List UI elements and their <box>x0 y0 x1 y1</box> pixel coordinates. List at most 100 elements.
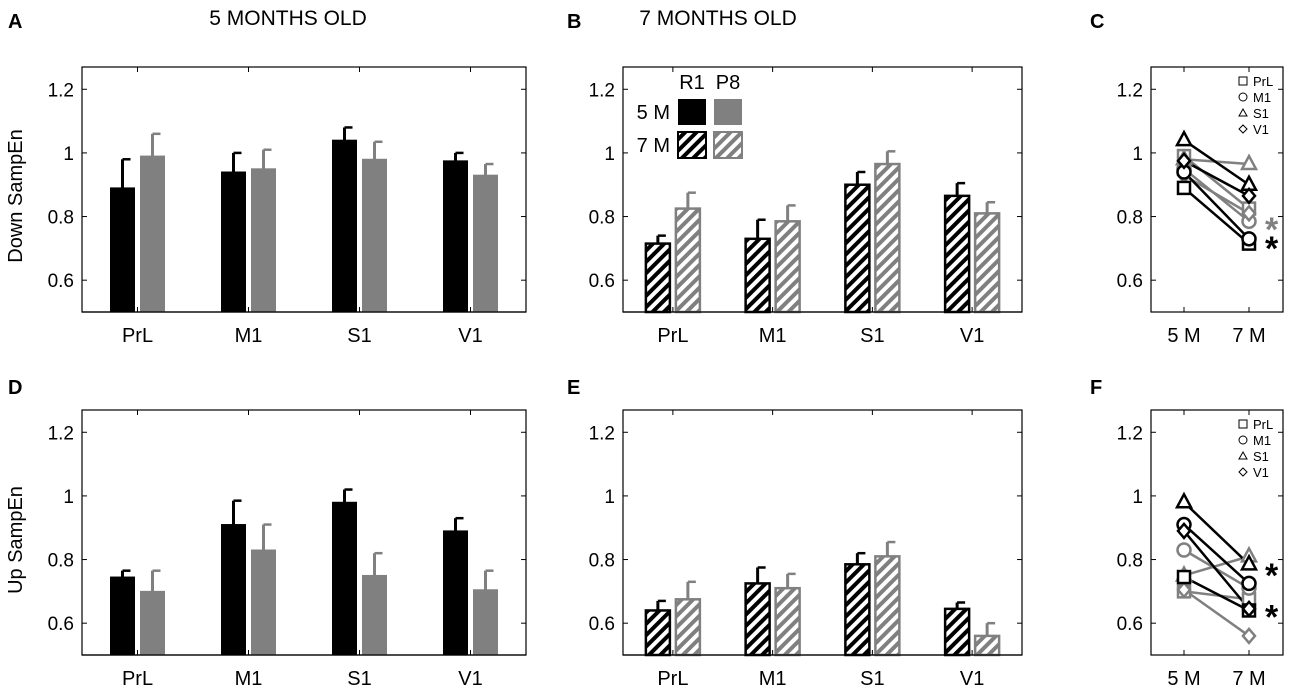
y-tick-label: 0.8 <box>48 208 74 229</box>
bar-r1 <box>844 183 871 314</box>
y-tick-label: 0.6 <box>1117 614 1143 635</box>
bar-p8 <box>874 162 901 314</box>
series-line-r1-prl <box>1183 575 1250 612</box>
panel-letter: A <box>8 11 22 33</box>
y-tick-label: 1 <box>63 144 74 165</box>
panel-e: E 0.6 0.8 1 1.2 PrL M1 S1 V1 <box>567 377 1023 690</box>
bar-p8 <box>473 589 498 656</box>
series-line-p8-prl <box>1183 155 1250 210</box>
legend-label-v1: V1 <box>1253 465 1269 480</box>
bar-p8 <box>362 158 387 313</box>
legend-swatch-r1-7m <box>677 131 707 159</box>
x-category-label: 5 M <box>1167 325 1200 347</box>
marker-square-r1 <box>1176 180 1192 196</box>
panel-a: A 0.6 0.8 1 1.2 PrL M1 S1 V1 <box>8 11 527 347</box>
y-tick-label: 1 <box>1132 487 1143 508</box>
x-category-label: V1 <box>960 325 984 347</box>
y-tick-label: 0.6 <box>48 614 74 635</box>
y-tick-label: 0.8 <box>1117 551 1143 572</box>
y-tick-label: 1.2 <box>48 423 74 444</box>
legend-circle-icon <box>1238 435 1248 445</box>
significance-star: * <box>1265 230 1279 268</box>
bar-p8 <box>251 549 276 656</box>
y-tick-label: 1.2 <box>589 80 615 101</box>
series-line-r1-prl <box>1183 186 1250 245</box>
y-tick-label: 0.8 <box>589 551 615 572</box>
legend-label-5m: 5 M <box>637 102 670 124</box>
x-category-label: V1 <box>960 668 984 690</box>
bar-r1 <box>110 187 135 313</box>
significance-star: * <box>1265 211 1279 249</box>
x-category-label: S1 <box>860 668 884 690</box>
bar-r1 <box>943 194 971 314</box>
series-line-r1-m1 <box>1183 171 1250 240</box>
series-line-r1-v1 <box>1183 530 1250 610</box>
legend-square-icon <box>1238 76 1248 86</box>
series-line-r1-s1 <box>1183 139 1250 186</box>
y-tick-label: 0.8 <box>589 208 615 229</box>
legend-diamond-icon <box>1238 467 1248 477</box>
x-category-label: 5 M <box>1167 668 1200 690</box>
bar-p8 <box>973 634 1001 657</box>
marker-diamond-r1 <box>1176 151 1192 170</box>
x-category-label: S1 <box>860 325 884 347</box>
column-title-5-months: 5 MONTHS OLD <box>209 7 367 30</box>
x-category-label: M1 <box>235 668 263 690</box>
series-line-r1-m1 <box>1183 523 1250 585</box>
x-category-label: V1 <box>458 668 482 690</box>
series-line-p8-s1 <box>1183 555 1250 577</box>
marker-diamond-r1 <box>1176 521 1192 540</box>
panel-letter: E <box>567 377 580 399</box>
legend-label-v1: V1 <box>1253 122 1269 137</box>
x-category-label: S1 <box>347 668 371 690</box>
panel-letter: B <box>567 11 581 33</box>
bar-p8 <box>140 590 165 656</box>
legend-swatch-p8-7m <box>713 131 743 159</box>
legend-label-7m: 7 M <box>637 135 670 157</box>
legend-square-icon <box>1238 419 1248 429</box>
y-tick-label: 0.8 <box>48 551 74 572</box>
marker-circle-p8 <box>1176 542 1192 558</box>
y-tick-label: 0.6 <box>589 271 615 292</box>
legend-circle-icon <box>1238 92 1248 102</box>
bar-r1 <box>644 242 672 314</box>
marker-triangle-r1 <box>1174 129 1194 147</box>
bar-p8 <box>140 155 165 313</box>
legend-label-s1: S1 <box>1253 449 1269 464</box>
series-line-r1-v1 <box>1183 159 1250 197</box>
marker-square-r1 <box>1176 569 1192 585</box>
legend-triangle-icon <box>1238 107 1248 117</box>
axes-frame <box>1150 66 1284 313</box>
bar-r1 <box>744 582 771 657</box>
y-tick-label: 1.2 <box>48 80 74 101</box>
y-tick-label: 0.6 <box>1117 271 1143 292</box>
marker-triangle-r1 <box>1174 491 1194 509</box>
bar-r1 <box>332 139 357 313</box>
y-tick-label: 0.6 <box>589 614 615 635</box>
marker-diamond-p8 <box>1241 204 1257 223</box>
series-line-p8-v1 <box>1183 588 1250 637</box>
legend-swatch-p8-5m <box>714 99 742 125</box>
x-category-label: PrL <box>122 668 153 690</box>
axes-frame <box>1150 409 1284 656</box>
significance-star: * <box>1265 598 1279 636</box>
x-category-label: M1 <box>235 325 263 347</box>
bar-r1 <box>844 563 871 657</box>
y-tick-label: 1 <box>604 487 615 508</box>
legend-label-s1: S1 <box>1253 106 1269 121</box>
x-category-label: 7 M <box>1232 668 1265 690</box>
bar-p8 <box>473 174 498 313</box>
legend-label-prl: PrL <box>1253 417 1273 432</box>
y-tick-label: 1.2 <box>1117 80 1143 101</box>
legend-triangle-icon <box>1238 450 1248 460</box>
x-category-label: PrL <box>657 668 688 690</box>
legend-label-m1: M1 <box>1253 90 1271 105</box>
panel-d: D 0.6 0.8 1 1.2 PrL M1 S1 V1 <box>8 377 527 690</box>
bar-r1 <box>943 607 971 657</box>
column-title-7-months: 7 MONTHS OLD <box>639 7 797 30</box>
marker-triangle-r1 <box>1239 553 1259 571</box>
y-tick-label: 1 <box>63 487 74 508</box>
y-tick-label: 0.6 <box>48 271 74 292</box>
bar-r1 <box>221 524 246 656</box>
